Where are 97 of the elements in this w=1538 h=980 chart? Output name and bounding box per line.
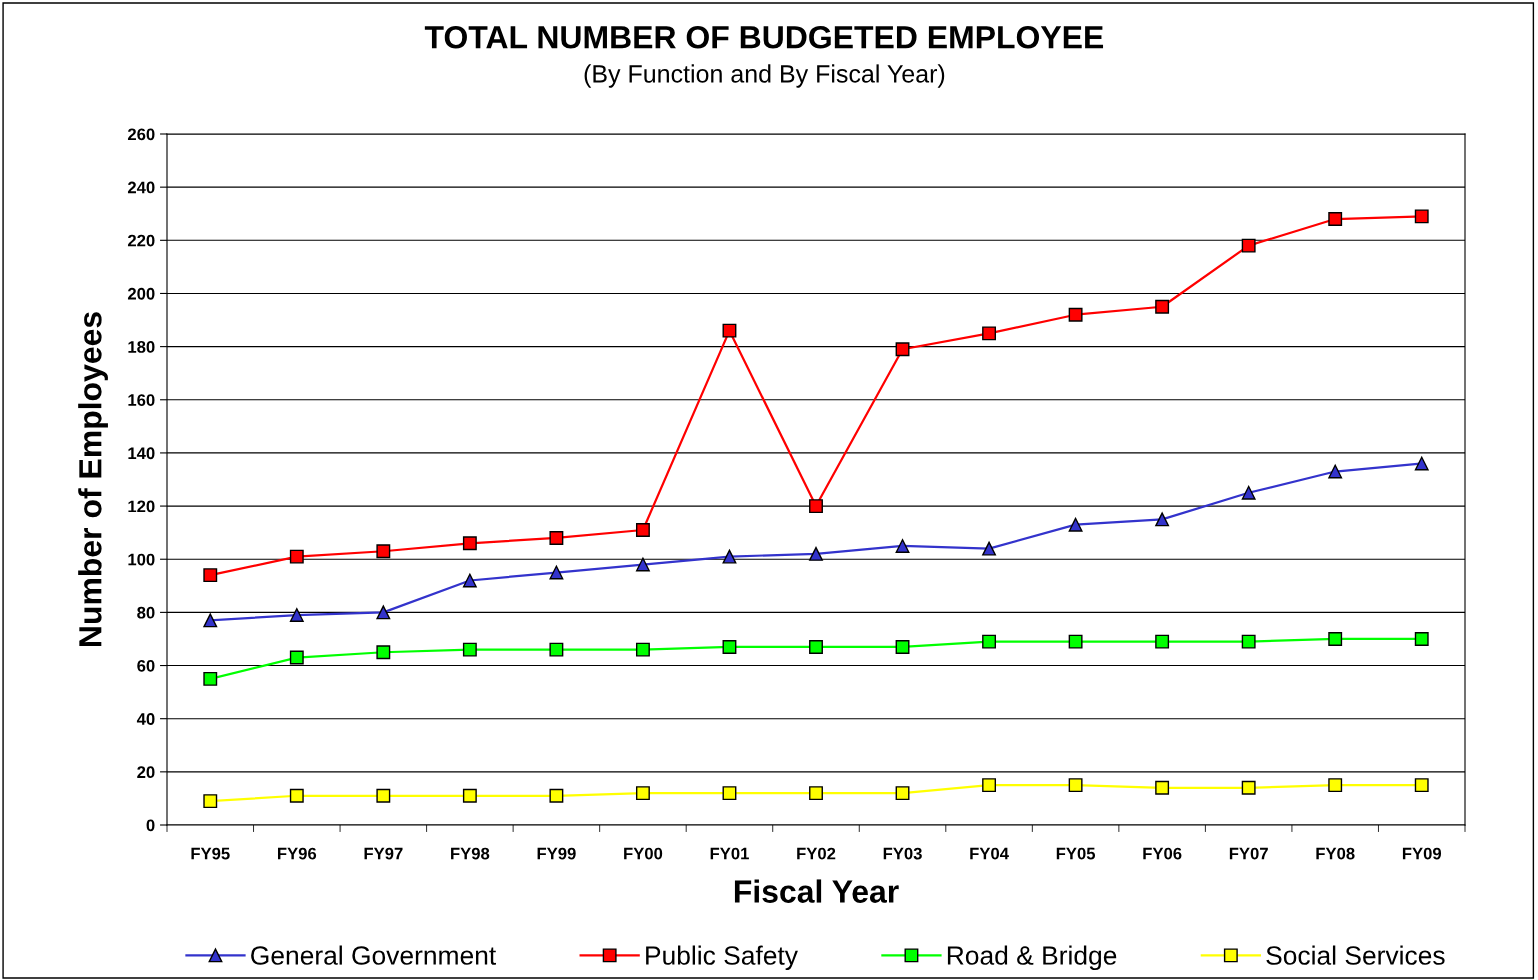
- point: [289, 650, 304, 665]
- point: [722, 549, 737, 564]
- point: [635, 642, 650, 657]
- point: [1241, 780, 1256, 795]
- point: [1328, 464, 1343, 479]
- y-tick-label: 160: [128, 394, 155, 406]
- x-tick-label: FY04: [970, 847, 1009, 860]
- point: [895, 786, 910, 801]
- point: [376, 645, 391, 660]
- x-tick-label: FY97: [364, 847, 403, 860]
- y-tick-label: 220: [127, 234, 155, 247]
- point: [1241, 634, 1256, 649]
- point: [1241, 485, 1256, 500]
- point: [1414, 456, 1429, 471]
- x-axis-title: Fiscal Year: [734, 879, 899, 903]
- point: [549, 565, 564, 580]
- point: [982, 326, 997, 341]
- y-tick-label: 60: [137, 659, 155, 672]
- point: [462, 788, 477, 803]
- point: [982, 778, 997, 793]
- point: [376, 544, 391, 559]
- point: [1068, 634, 1083, 649]
- x-tick-label: FY96: [278, 847, 317, 860]
- x-tick-label: FY99: [537, 847, 576, 860]
- point: [635, 557, 650, 572]
- y-tick-label: 260: [127, 128, 155, 141]
- point: [809, 639, 823, 654]
- point: [1328, 212, 1343, 226]
- point: [462, 536, 477, 551]
- chart-title: TOTAL NUMBER OF BUDGETED EMPLOYEE: [424, 25, 1104, 49]
- point: [982, 541, 997, 556]
- x-tick-label: FY03: [883, 847, 922, 860]
- point: [895, 538, 910, 553]
- chart-subtitle: (By Function and By Fiscal Year): [584, 64, 945, 88]
- point: [1328, 778, 1343, 793]
- point: [203, 568, 218, 583]
- x-tick-label: FY09: [1402, 847, 1442, 860]
- point: [809, 786, 823, 801]
- y-tick-label: 140: [128, 447, 155, 460]
- point: [1328, 632, 1343, 646]
- point: [635, 523, 650, 537]
- y-tick-label: 240: [127, 181, 155, 194]
- point: [1068, 778, 1083, 793]
- x-tick-label: FY95: [191, 847, 230, 860]
- point: [549, 788, 564, 803]
- point: [203, 794, 218, 809]
- point: [203, 671, 218, 686]
- point: [1155, 512, 1170, 527]
- legend-label: Public Safety: [646, 945, 798, 971]
- point: [1241, 238, 1256, 253]
- x-tick-label: FY06: [1143, 847, 1182, 860]
- point: [1068, 517, 1083, 532]
- legend-label: Road & Bridge: [947, 945, 1117, 971]
- point: [549, 531, 564, 545]
- point: [203, 613, 218, 628]
- point: [1155, 299, 1170, 314]
- x-tick-label: FY02: [797, 847, 836, 860]
- y-tick-label: 200: [127, 287, 155, 300]
- point: [462, 642, 477, 657]
- y-tick-label: 120: [128, 500, 155, 513]
- point: [376, 788, 391, 803]
- x-tick-label: FY01: [710, 847, 749, 860]
- x-tick-label: FY05: [1056, 847, 1096, 860]
- point: [1155, 780, 1170, 795]
- x-tick-label: FY00: [624, 847, 663, 860]
- point: [1155, 634, 1170, 649]
- point: [289, 788, 304, 803]
- point: [809, 499, 823, 514]
- point: [1068, 307, 1083, 322]
- x-tick-label: FY07: [1229, 847, 1268, 860]
- y-tick-label: 80: [137, 606, 155, 619]
- point: [289, 549, 304, 564]
- point: [1414, 778, 1429, 793]
- point: [1414, 632, 1429, 646]
- point: [635, 786, 650, 801]
- y-axis-title: Number of Employees: [78, 312, 108, 646]
- point: [722, 786, 737, 801]
- legend-label: Social Services: [1266, 945, 1445, 965]
- legend-label: General Government: [251, 945, 497, 965]
- point: [809, 546, 823, 561]
- point: [895, 342, 910, 357]
- point: [895, 639, 910, 654]
- y-tick-label: 100: [128, 553, 155, 566]
- x-tick-label: FY98: [451, 847, 490, 860]
- point: [1414, 209, 1429, 224]
- point: [376, 605, 391, 620]
- y-tick-label: 180: [128, 341, 155, 353]
- point: [289, 608, 304, 622]
- y-tick-label: 20: [137, 766, 155, 779]
- y-tick-label: 0: [146, 819, 155, 832]
- point: [722, 639, 737, 654]
- y-tick-label: 40: [136, 713, 155, 725]
- point: [549, 642, 564, 657]
- x-tick-label: FY08: [1316, 847, 1355, 860]
- point: [462, 573, 477, 588]
- point: [722, 323, 737, 338]
- point: [982, 634, 997, 649]
